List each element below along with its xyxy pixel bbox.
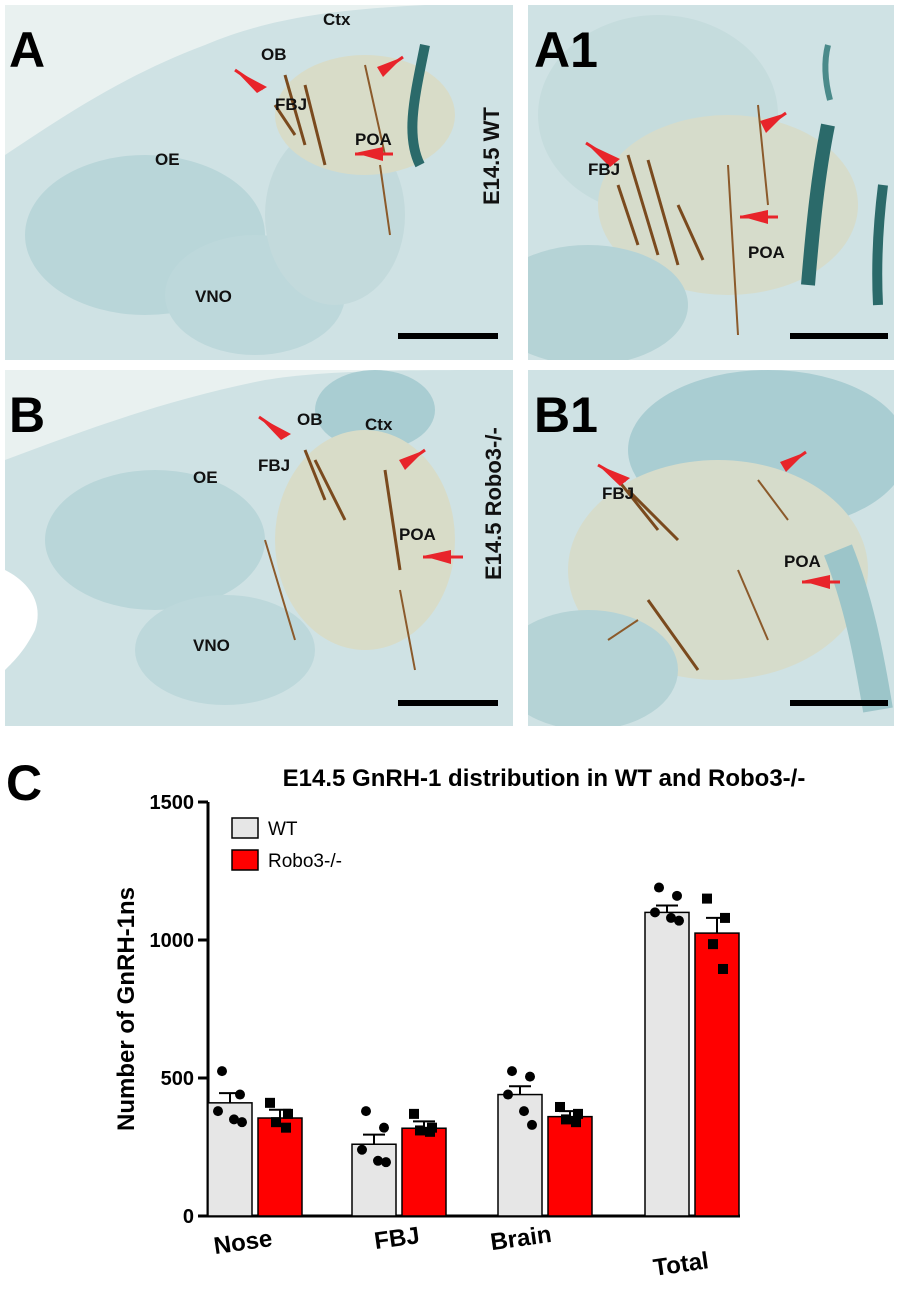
scale-bar-a1	[790, 333, 888, 339]
data-point-wt	[503, 1089, 513, 1100]
data-point-robo3	[702, 893, 712, 904]
data-point-robo3	[571, 1117, 581, 1128]
bar-fbj-robo3	[401, 1127, 447, 1217]
data-point-wt	[650, 907, 660, 918]
data-point-wt	[519, 1106, 529, 1117]
data-point-wt	[235, 1089, 245, 1100]
data-point-wt	[674, 915, 684, 926]
tissue-label-oe-b: OE	[193, 468, 218, 487]
tissue-label-ob: OB	[261, 45, 287, 64]
tissue-label-fbj: FBJ	[275, 95, 308, 114]
plot-area: 0 500 1000 1500 Number of GnRH-1ns Nose FBJ Bra…	[113, 792, 740, 1282]
data-point-robo3	[283, 1108, 293, 1119]
tissue-label-ob-b: OB	[297, 410, 323, 429]
condition-label-wt: E14.5 WT	[479, 107, 504, 205]
data-point-wt	[217, 1066, 227, 1077]
data-point-wt	[654, 882, 664, 893]
y-tick-label: 500	[161, 1068, 194, 1090]
tissue-label-fbj-a1: FBJ	[588, 160, 621, 179]
micrograph-panel-b: B OB Ctx FBJ OE POA VNO E14.5 Robo3-/-	[5, 370, 513, 726]
tissue-section-b1	[528, 370, 894, 726]
panel-label-a: A	[9, 22, 46, 78]
data-point-wt	[357, 1144, 367, 1155]
condition-label-ko: E14.5 Robo3-/-	[481, 427, 506, 580]
data-point-wt	[507, 1066, 517, 1077]
tissue-label-poa-b1: POA	[784, 552, 821, 571]
scale-bar-b1	[790, 700, 888, 706]
tissue-section-a1	[528, 5, 894, 360]
chart-title: E14.5 GnRH-1 distribution in WT and Robo…	[283, 765, 806, 792]
tissue-label-fbj-b: FBJ	[258, 456, 291, 475]
data-point-robo3	[561, 1114, 571, 1125]
scale-bar-a	[398, 333, 498, 339]
tissue-section-b	[5, 370, 513, 726]
data-point-wt	[666, 912, 676, 923]
data-point-wt	[527, 1119, 537, 1130]
tissue-label-vno-b: VNO	[193, 636, 230, 655]
data-point-robo3	[573, 1108, 583, 1119]
tissue-label-vno: VNO	[195, 287, 232, 306]
data-point-robo3	[425, 1126, 435, 1137]
y-tick-label: 1000	[150, 930, 195, 952]
data-point-wt	[381, 1157, 391, 1168]
tissue-label-ctx: Ctx	[323, 10, 351, 29]
micrograph-panel-b1: B1 FBJ POA	[528, 370, 894, 726]
panel-label-b1: B1	[534, 387, 598, 443]
x-tick-label-fbj: FBJ	[373, 1222, 422, 1255]
tissue-label-poa-b: POA	[399, 525, 436, 544]
tissue-label-fbj-b1: FBJ	[602, 484, 635, 503]
data-point-wt	[237, 1117, 247, 1128]
data-point-wt	[379, 1122, 389, 1133]
data-point-robo3	[271, 1117, 281, 1128]
legend-label-robo3: Robo3-/-	[268, 851, 342, 872]
y-axis-label: Number of GnRH-1ns	[113, 887, 140, 1131]
tissue-label-ctx-b: Ctx	[365, 415, 393, 434]
data-point-robo3	[718, 963, 728, 974]
bar-brain-wt	[497, 1093, 543, 1217]
data-point-wt	[525, 1071, 535, 1082]
tissue-label-poa-a1: POA	[748, 243, 785, 262]
x-tick-label-brain: Brain	[489, 1221, 554, 1256]
scale-bar-b	[398, 700, 498, 706]
micrograph-panel-a: A Ctx OB FBJ OE POA VNO E14.5 WT	[5, 5, 513, 360]
tissue-section-a	[5, 5, 513, 360]
gnrh-bar-chart: C E14.5 GnRH-1 distribution in WT and Ro…	[6, 755, 806, 1282]
data-point-wt	[213, 1106, 223, 1117]
bar-nose-robo3	[257, 1117, 303, 1217]
legend-label-wt: WT	[268, 819, 298, 840]
bar-brain-robo3	[547, 1115, 593, 1217]
x-tick-label-nose: Nose	[212, 1225, 274, 1260]
bar-fbj-wt	[351, 1143, 397, 1217]
data-point-robo3	[409, 1108, 419, 1119]
micrograph-panel-a1: A1 FBJ POA	[528, 5, 894, 360]
y-tick-label: 0	[183, 1206, 194, 1228]
legend-swatch-robo3	[231, 849, 259, 871]
tissue-label-poa: POA	[355, 130, 392, 149]
data-point-robo3	[415, 1125, 425, 1136]
bar-total-robo3	[694, 932, 740, 1217]
panel-label-a1: A1	[534, 22, 598, 78]
panel-label-b: B	[9, 387, 46, 443]
data-point-robo3	[265, 1097, 275, 1108]
x-tick-label-total: Total	[652, 1247, 711, 1281]
bar-total-wt	[644, 911, 690, 1217]
data-point-wt	[672, 890, 682, 901]
data-point-robo3	[720, 912, 730, 923]
panel-label-c: C	[6, 755, 42, 811]
data-point-wt	[373, 1155, 383, 1166]
data-point-wt	[361, 1106, 371, 1117]
data-point-robo3	[281, 1122, 291, 1133]
data-point-wt	[229, 1114, 239, 1125]
tissue-label-oe: OE	[155, 150, 180, 169]
data-point-robo3	[708, 939, 718, 950]
y-tick-label: 1500	[150, 792, 195, 814]
data-point-robo3	[555, 1101, 565, 1112]
legend-swatch-wt	[231, 817, 259, 839]
